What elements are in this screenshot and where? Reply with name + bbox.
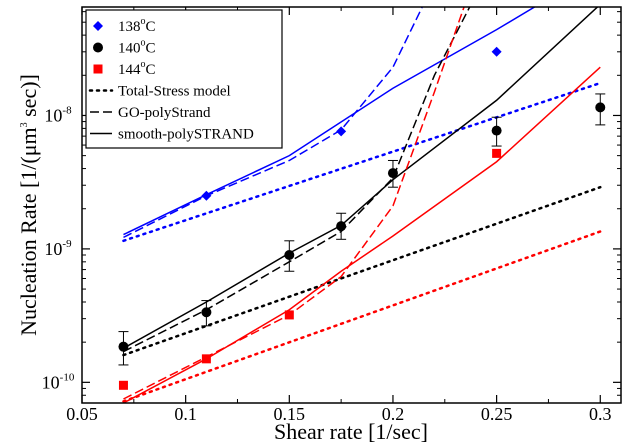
data-point (201, 354, 211, 364)
y-tick-label: 10-9 (44, 238, 72, 259)
plot-frame (81, 6, 622, 404)
data-point (491, 46, 502, 57)
data-point (284, 310, 294, 320)
data-point (595, 102, 606, 113)
x-tick-label: 0.25 (481, 404, 513, 424)
y-tick-label: 10-8 (44, 104, 72, 125)
data-point (118, 380, 128, 390)
x-tick-label: 0.05 (66, 404, 98, 424)
y-axis-title-tail: sec)] (16, 74, 41, 122)
legend-label: 140oC (118, 38, 156, 57)
legend-label: Total-Stress model (118, 84, 231, 100)
y-tick-mantissa: 10 (44, 239, 62, 259)
series-140 (118, 7, 606, 366)
y-tick-exponent: -10 (60, 371, 75, 383)
legend-label-unit: C (146, 41, 156, 57)
x-tick-label: 0.3 (589, 404, 612, 424)
data-point (201, 307, 212, 318)
x-tick-label: 0.15 (274, 404, 306, 424)
total-stress-line (122, 230, 602, 403)
legend-label: smooth-polySTRAND (118, 127, 254, 143)
x-axis-title: Shear rate [1/sec] (274, 419, 428, 443)
legend-label: 138oC (118, 16, 156, 35)
legend-box (85, 9, 283, 149)
y-tick-mantissa: 10 (42, 372, 60, 392)
legend-label: GO-polyStrand (118, 105, 211, 121)
data-point (387, 168, 398, 179)
y-axis-title-main: Nucleation Rate [1/(μm (16, 127, 41, 336)
data-point (118, 341, 129, 352)
data-point (336, 221, 347, 232)
legend-label: 144oC (118, 59, 156, 78)
total-stress-line (122, 81, 602, 243)
x-tick-label: 0.2 (382, 404, 405, 424)
legend-label-degree: o (141, 16, 146, 27)
legend-label-degree: o (141, 59, 146, 70)
legend-label-text: smooth-polySTRAND (118, 127, 254, 143)
x-axis: 0.05 0.1 0.15 0.2 0.25 0.3 (66, 7, 612, 424)
data-point (336, 126, 347, 137)
y-tick-exponent: -9 (62, 238, 72, 250)
y-tick-label: 10-10 (42, 371, 75, 392)
data-point (491, 125, 502, 136)
y-tick-mantissa: 10 (44, 105, 62, 125)
series-138 (122, 7, 602, 243)
smooth-polystrand-line (123, 7, 537, 236)
data-point (284, 250, 295, 261)
x-tick-label: 0.1 (174, 404, 197, 424)
data-point (492, 148, 502, 158)
legend-marker (93, 21, 103, 31)
total-stress-line (122, 185, 602, 357)
legend-label-text: GO-polyStrand (118, 105, 211, 121)
legend-label-text: 144 (118, 62, 141, 78)
series-144 (118, 7, 602, 403)
y-axis-title: Nucleation Rate [1/(μm3 sec)] (16, 74, 41, 336)
y-axis-title-superscript: 3 (19, 122, 30, 127)
legend-label-text: 140 (118, 41, 141, 57)
legend-label-text: Total-Stress model (118, 84, 231, 100)
y-tick-exponent: -8 (62, 104, 72, 116)
series-layer (118, 7, 606, 403)
legend-marker (93, 64, 103, 74)
legend-label-degree: o (141, 38, 146, 49)
legend-marker (93, 42, 103, 53)
legend-label-text: 138 (118, 19, 141, 35)
go-polystrand-line (123, 7, 424, 239)
data-point (201, 190, 212, 201)
legend-label-unit: C (146, 62, 156, 78)
legend-label-unit: C (146, 19, 156, 35)
